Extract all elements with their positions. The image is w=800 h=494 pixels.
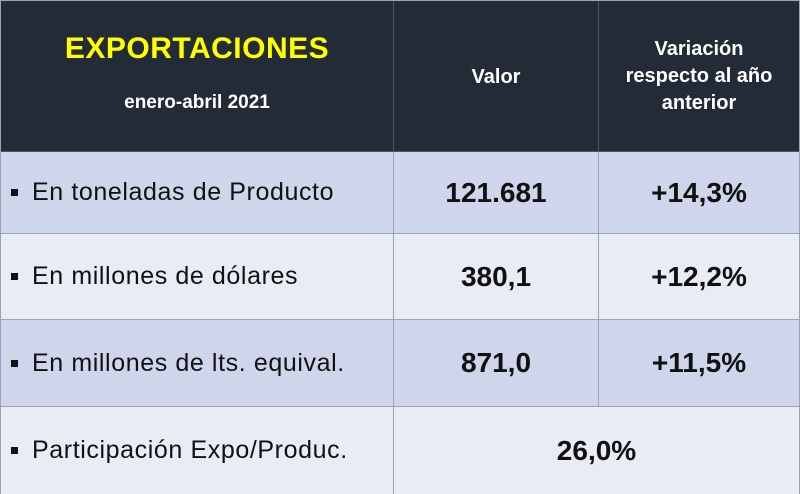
valor-cell: 871,0 bbox=[394, 320, 599, 407]
participacion-value-cell: 26,0% bbox=[556, 434, 637, 466]
variacion-cell: +12,2% bbox=[599, 234, 799, 320]
table-row: En millones de dólares 380,1 +12,2% bbox=[1, 234, 799, 320]
title-cell: EXPORTACIONES enero-abril 2021 bbox=[1, 1, 394, 152]
table-subtitle: enero-abril 2021 bbox=[124, 92, 270, 113]
variacion-cell: +11,5% bbox=[599, 320, 799, 407]
row-label-cell: En millones de lts. equival. bbox=[1, 320, 394, 407]
row-label: Participación Expo/Produc. bbox=[32, 436, 348, 464]
square-bullet-icon bbox=[11, 273, 18, 280]
row-label-cell: Participación Expo/Produc. bbox=[1, 407, 394, 494]
row-label: En millones de lts. equival. bbox=[32, 348, 345, 377]
variacion-cell: +14,3% bbox=[599, 152, 799, 234]
row-label-cell: En millones de dólares bbox=[1, 234, 394, 320]
column-header-valor: Valor bbox=[394, 1, 599, 152]
column-header-variacion-line: respecto al año bbox=[625, 64, 773, 87]
valor-cell: 121.681 bbox=[394, 152, 599, 234]
square-bullet-icon bbox=[11, 189, 18, 196]
valor-cell: 380,1 bbox=[394, 234, 599, 320]
column-header-variacion-line: Variación bbox=[654, 37, 744, 60]
table-row: Participación Expo/Produc. 26,0% bbox=[1, 407, 799, 494]
table-row: En millones de lts. equival. 871,0 +11,5… bbox=[1, 320, 799, 407]
square-bullet-icon bbox=[11, 359, 18, 367]
table-header-row: EXPORTACIONES enero-abril 2021 Valor Var… bbox=[1, 1, 799, 152]
table-title: EXPORTACIONES bbox=[64, 32, 330, 65]
row-label-cell: En toneladas de Producto bbox=[1, 152, 394, 234]
column-header-variacion-line: anterior bbox=[661, 91, 737, 114]
row-label: En toneladas de Producto bbox=[32, 178, 335, 206]
square-bullet-icon bbox=[11, 447, 18, 454]
table-row: En toneladas de Producto 121.681 +14,3% bbox=[1, 152, 799, 234]
column-header-variacion: Variación respecto al año anterior bbox=[599, 1, 799, 152]
row-label: En millones de dólares bbox=[32, 262, 299, 290]
